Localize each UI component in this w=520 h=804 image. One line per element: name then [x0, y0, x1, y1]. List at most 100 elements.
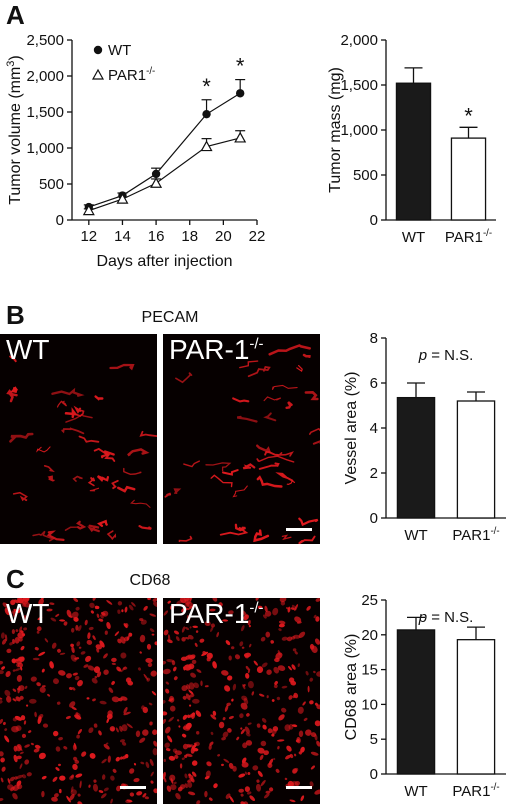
cd68-cell	[284, 724, 291, 732]
cd68-cell	[204, 685, 209, 688]
cd68-cell	[196, 669, 202, 673]
cd68-cell	[58, 737, 63, 741]
vessel-segment	[268, 344, 311, 356]
cd68-cell	[194, 642, 198, 647]
vessel-segment	[51, 387, 85, 397]
cd68-cell	[123, 636, 130, 642]
cd68-cell	[164, 742, 170, 748]
cd68-cell	[187, 781, 193, 788]
cd68-cell	[239, 713, 244, 719]
cd68-cell	[176, 719, 180, 722]
scale-bar	[286, 528, 312, 531]
cd68-cell	[188, 663, 195, 670]
cd68-cell	[112, 768, 117, 773]
cd68-cell	[0, 758, 4, 762]
cd68-cell	[149, 628, 155, 633]
cd68-cell	[85, 655, 92, 662]
x-tick-label: 18	[181, 228, 198, 245]
vessel-segment	[12, 491, 28, 502]
cd68-cell	[241, 695, 248, 701]
vessel-segment	[256, 455, 295, 463]
cd68-cell	[63, 746, 68, 750]
cd68-cell	[103, 787, 109, 792]
cd68-cell	[153, 601, 157, 607]
cd68-cell	[2, 721, 6, 726]
cd68-cell	[187, 605, 193, 610]
cd68-cell	[227, 728, 232, 733]
cd68-cell	[185, 607, 189, 611]
cd68-cell	[93, 779, 97, 783]
y-tick-label: 0	[370, 766, 378, 783]
vessel-segment	[46, 530, 65, 541]
cd68-cell	[277, 665, 286, 671]
cd68-cell	[72, 763, 78, 770]
cd68-cell	[124, 623, 129, 628]
cd68-cell	[205, 770, 211, 778]
cd68-cell	[313, 670, 316, 674]
vessel-segment	[106, 530, 117, 541]
cd68-cell	[225, 640, 231, 646]
cd68-cell	[314, 733, 318, 741]
cd68-cell	[121, 724, 128, 732]
cd68-cell	[310, 751, 319, 756]
cd68-cell	[21, 633, 26, 637]
cd68-cell	[189, 704, 192, 707]
cd68-cell	[14, 599, 19, 604]
cd68-cell	[224, 704, 229, 712]
cd68-cell	[15, 744, 22, 752]
cd68-cell	[208, 744, 212, 750]
cd68-cell	[300, 795, 305, 802]
cd68-cell	[194, 741, 200, 747]
cd68-cell	[154, 641, 157, 646]
cd68-cell	[263, 750, 269, 756]
vessel-segment	[10, 386, 19, 393]
y-tick-label: 10	[361, 696, 378, 713]
cd68-cell	[244, 771, 248, 775]
data-point-wt	[151, 169, 161, 179]
vessel-segment	[175, 372, 193, 384]
cd68-cell	[146, 677, 151, 682]
cd68-cell	[0, 751, 4, 757]
cd68-cell	[181, 626, 186, 633]
micrograph-label-par1: PAR-1-/-	[169, 600, 264, 628]
cd68-cell	[149, 758, 154, 767]
vessel-segment	[234, 523, 246, 532]
cd68-cell	[52, 776, 58, 782]
cd68-cell	[16, 674, 23, 682]
cd68-cell	[184, 598, 189, 602]
cd68-cell	[101, 758, 107, 764]
cd68-cell	[20, 715, 26, 721]
cd68-cell	[95, 644, 103, 650]
y-tick-label: 20	[361, 627, 378, 644]
cd68-cell	[275, 768, 280, 773]
cd68-cell	[284, 777, 288, 781]
cd68-cell	[212, 661, 217, 669]
significance-asterisk: *	[202, 74, 211, 99]
cd68-cell	[163, 629, 169, 636]
vessel-segment	[183, 460, 200, 468]
cd68-cell	[115, 756, 121, 762]
cd68-cell	[195, 630, 199, 633]
pecam-vessel-pattern	[164, 344, 320, 544]
cd68-cell	[77, 801, 83, 804]
cd68-cell	[163, 610, 168, 616]
cd68-cell	[228, 762, 234, 769]
cd68-cell	[239, 641, 244, 647]
pecam-micrograph-par1: PAR-1-/-	[163, 334, 320, 544]
cd68-cell	[10, 599, 16, 606]
vessel-segment	[263, 396, 282, 402]
legend-label-par1: PAR1-/-	[108, 66, 155, 84]
cd68-cell	[123, 706, 128, 714]
cd68-cell	[310, 765, 315, 770]
cd68-cell	[314, 638, 320, 645]
vessel-segment	[256, 444, 271, 454]
cd68-cell	[4, 689, 11, 697]
cd68-cell	[188, 773, 191, 777]
cd68-cell	[66, 795, 71, 803]
cd68-cell	[17, 656, 25, 662]
cd68-cell	[257, 770, 263, 777]
cd68-cell	[167, 600, 171, 604]
vessel-segment	[138, 525, 152, 530]
cd68-cell	[73, 598, 79, 602]
cd68-cell	[23, 720, 27, 725]
